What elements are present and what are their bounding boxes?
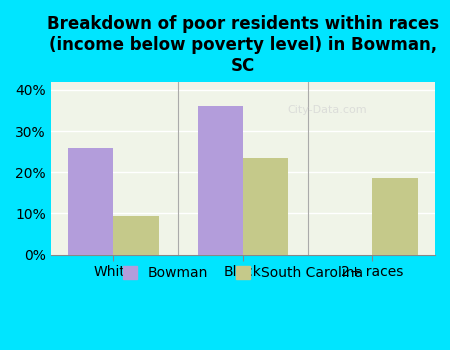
Text: City-Data.com: City-Data.com xyxy=(288,105,367,115)
Title: Breakdown of poor residents within races
(income below poverty level) in Bowman,: Breakdown of poor residents within races… xyxy=(47,15,439,75)
Bar xyxy=(68,148,113,255)
Bar xyxy=(372,178,418,255)
Bar xyxy=(198,106,243,255)
Legend: Bowman, South Carolina: Bowman, South Carolina xyxy=(117,261,369,286)
Bar xyxy=(243,158,288,255)
Bar xyxy=(113,216,159,255)
